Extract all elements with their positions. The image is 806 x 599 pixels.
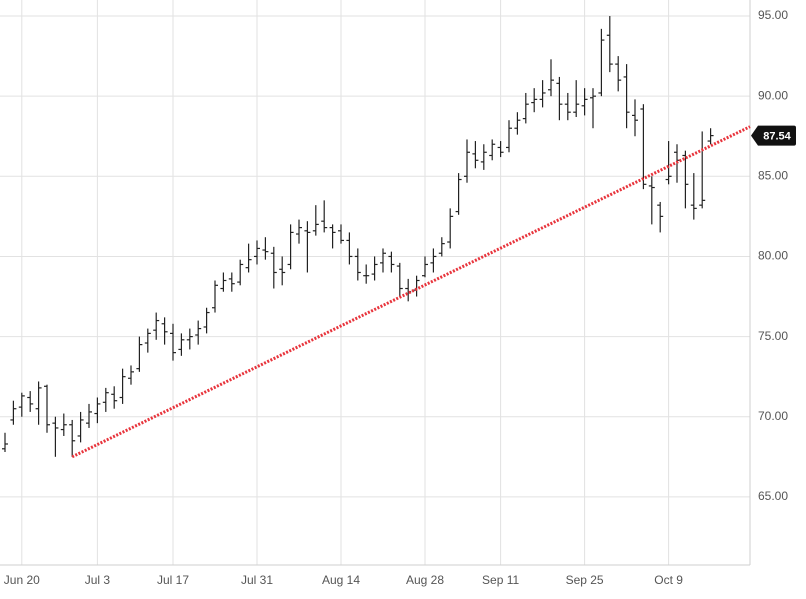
x-tick-label: Aug 14 <box>322 573 360 587</box>
y-tick-label: 95.00 <box>758 8 788 22</box>
x-tick-label: Jul 3 <box>85 573 111 587</box>
x-tick-label: Jul 31 <box>241 573 273 587</box>
x-tick-label: Sep 25 <box>566 573 604 587</box>
y-tick-label: 70.00 <box>758 409 788 423</box>
x-tick-label: Jun 20 <box>4 573 40 587</box>
y-tick-label: 75.00 <box>758 329 788 343</box>
x-tick-label: Jul 17 <box>157 573 189 587</box>
last-price-label: 87.54 <box>763 131 791 143</box>
y-tick-label: 85.00 <box>758 168 788 182</box>
x-tick-label: Sep 11 <box>482 573 519 587</box>
last-price-badge <box>751 125 796 146</box>
y-tick-label: 80.00 <box>758 249 788 263</box>
y-tick-label: 65.00 <box>758 489 788 503</box>
x-tick-label: Oct 9 <box>654 573 683 587</box>
x-tick-label: Aug 28 <box>406 573 444 587</box>
y-tick-label: 90.00 <box>758 88 788 102</box>
trend-line <box>71 125 751 459</box>
